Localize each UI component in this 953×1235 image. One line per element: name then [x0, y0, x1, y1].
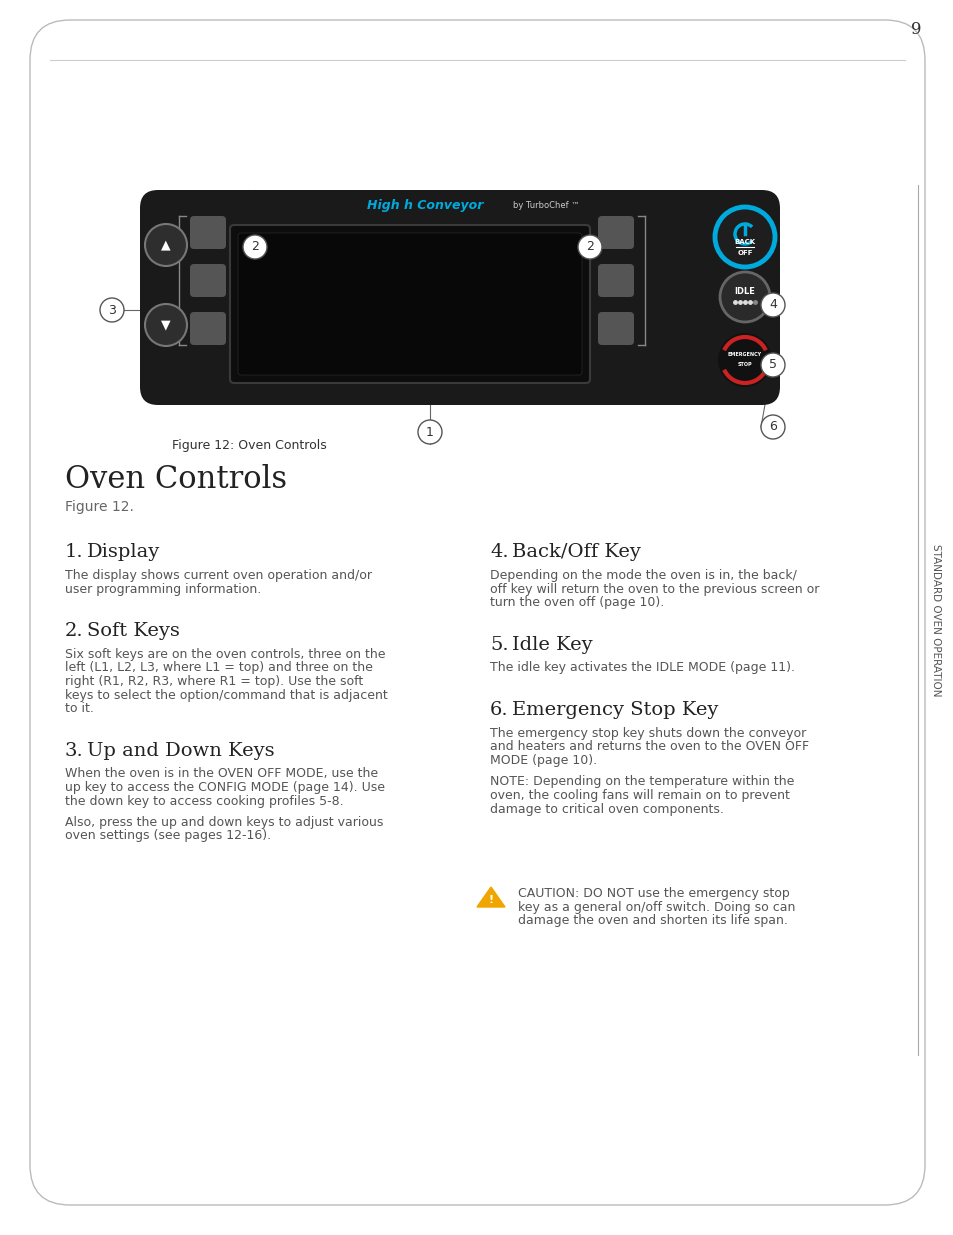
Text: BACK: BACK: [734, 240, 755, 245]
FancyBboxPatch shape: [237, 233, 581, 375]
Text: left (L1, L2, L3, where L1 = top) and three on the: left (L1, L2, L3, where L1 = top) and th…: [65, 662, 373, 674]
FancyBboxPatch shape: [190, 216, 226, 249]
Circle shape: [720, 272, 769, 322]
Text: 1: 1: [426, 426, 434, 438]
Text: 2: 2: [251, 241, 258, 253]
FancyBboxPatch shape: [598, 312, 634, 345]
Text: Also, press the up and down keys to adjust various: Also, press the up and down keys to adju…: [65, 816, 383, 829]
Circle shape: [714, 207, 774, 267]
Polygon shape: [476, 887, 504, 906]
Text: 6.: 6.: [490, 701, 508, 719]
Text: STOP: STOP: [737, 362, 752, 367]
Circle shape: [760, 415, 784, 438]
Circle shape: [100, 298, 124, 322]
Circle shape: [760, 293, 784, 317]
Text: ▲: ▲: [161, 238, 171, 252]
Text: Idle Key: Idle Key: [512, 636, 592, 653]
Text: oven settings (see pages 12-16).: oven settings (see pages 12-16).: [65, 830, 271, 842]
Text: Figure 12.: Figure 12.: [65, 500, 133, 514]
FancyBboxPatch shape: [230, 225, 589, 383]
Text: to it.: to it.: [65, 701, 93, 715]
Text: Back/Off Key: Back/Off Key: [512, 543, 640, 561]
FancyBboxPatch shape: [598, 264, 634, 296]
Text: IDLE: IDLE: [734, 287, 755, 295]
Text: 2.: 2.: [65, 622, 84, 640]
Text: 9: 9: [910, 21, 921, 38]
Text: Emergency Stop Key: Emergency Stop Key: [512, 701, 718, 719]
Circle shape: [145, 304, 187, 346]
Text: key as a general on/off switch. Doing so can: key as a general on/off switch. Doing so…: [517, 900, 795, 914]
Text: 3: 3: [108, 304, 116, 316]
FancyBboxPatch shape: [190, 312, 226, 345]
Text: !: !: [488, 895, 493, 905]
Text: 5: 5: [768, 358, 776, 372]
Text: Six soft keys are on the oven controls, three on the: Six soft keys are on the oven controls, …: [65, 648, 385, 661]
Text: 4: 4: [768, 299, 776, 311]
Text: Depending on the mode the oven is in, the back/: Depending on the mode the oven is in, th…: [490, 569, 796, 582]
Text: 6: 6: [768, 420, 776, 433]
Text: Up and Down Keys: Up and Down Keys: [87, 741, 274, 760]
Text: off key will return the oven to the previous screen or: off key will return the oven to the prev…: [490, 583, 819, 595]
Text: When the oven is in the OVEN OFF MODE, use the: When the oven is in the OVEN OFF MODE, u…: [65, 767, 377, 781]
Text: EMERGENCY: EMERGENCY: [727, 352, 761, 357]
Text: Display: Display: [87, 543, 160, 561]
FancyBboxPatch shape: [190, 264, 226, 296]
FancyBboxPatch shape: [598, 216, 634, 249]
Text: OFF: OFF: [737, 249, 752, 256]
Text: MODE (page 10).: MODE (page 10).: [490, 755, 597, 767]
Circle shape: [718, 333, 771, 387]
Text: CAUTION: DO NOT use the emergency stop: CAUTION: DO NOT use the emergency stop: [517, 887, 789, 900]
Circle shape: [417, 420, 441, 445]
Text: NOTE: Depending on the temperature within the: NOTE: Depending on the temperature withi…: [490, 776, 794, 788]
Text: 4.: 4.: [490, 543, 508, 561]
Text: The emergency stop key shuts down the conveyor: The emergency stop key shuts down the co…: [490, 727, 805, 740]
Text: turn the oven off (page 10).: turn the oven off (page 10).: [490, 597, 663, 609]
Text: up key to access the CONFIG MODE (page 14). Use: up key to access the CONFIG MODE (page 1…: [65, 781, 385, 794]
Text: Figure 12: Oven Controls: Figure 12: Oven Controls: [172, 438, 327, 452]
Text: right (R1, R2, R3, where R1 = top). Use the soft: right (R1, R2, R3, where R1 = top). Use …: [65, 676, 363, 688]
Text: damage the oven and shorten its life span.: damage the oven and shorten its life spa…: [517, 914, 787, 927]
Text: ▼: ▼: [161, 319, 171, 331]
Circle shape: [243, 235, 267, 259]
Text: oven, the cooling fans will remain on to prevent: oven, the cooling fans will remain on to…: [490, 789, 789, 802]
Circle shape: [145, 224, 187, 266]
Text: damage to critical oven components.: damage to critical oven components.: [490, 803, 723, 815]
Text: and heaters and returns the oven to the OVEN OFF: and heaters and returns the oven to the …: [490, 741, 808, 753]
Text: 1.: 1.: [65, 543, 84, 561]
Text: Soft Keys: Soft Keys: [87, 622, 180, 640]
Text: user programming information.: user programming information.: [65, 583, 261, 595]
Text: Oven Controls: Oven Controls: [65, 463, 287, 494]
Circle shape: [760, 353, 784, 377]
Text: keys to select the option/command that is adjacent: keys to select the option/command that i…: [65, 688, 387, 701]
Text: The display shows current oven operation and/or: The display shows current oven operation…: [65, 569, 372, 582]
Text: High h Conveyor: High h Conveyor: [366, 200, 482, 212]
Text: The idle key activates the IDLE MODE (page 11).: The idle key activates the IDLE MODE (pa…: [490, 662, 794, 674]
Circle shape: [578, 235, 601, 259]
Text: STANDARD OVEN OPERATION: STANDARD OVEN OPERATION: [930, 543, 940, 697]
Text: the down key to access cooking profiles 5-8.: the down key to access cooking profiles …: [65, 794, 343, 808]
Text: by TurboChef ™: by TurboChef ™: [513, 201, 579, 210]
Text: 2: 2: [585, 241, 594, 253]
FancyBboxPatch shape: [140, 190, 780, 405]
Text: 3.: 3.: [65, 741, 84, 760]
Text: 5.: 5.: [490, 636, 508, 653]
